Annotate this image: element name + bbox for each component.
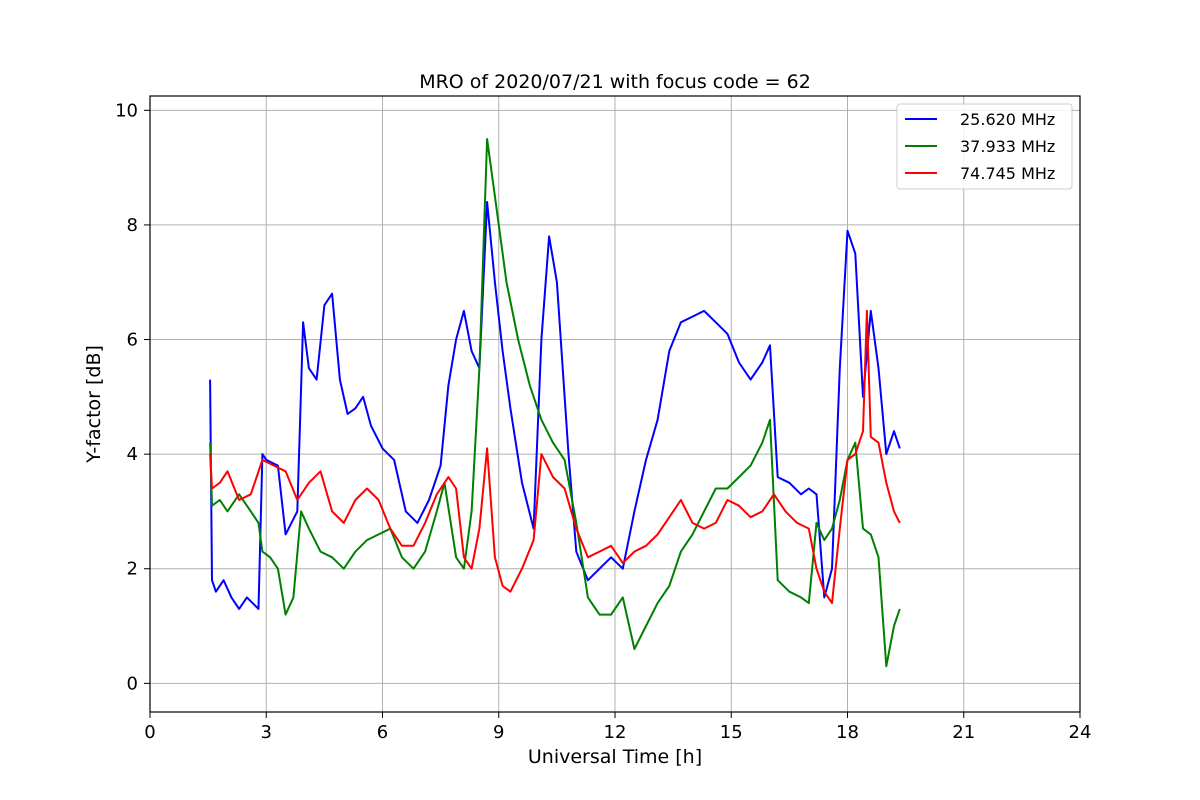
x-tick-label: 3: [261, 722, 272, 743]
x-tick-label: 0: [144, 722, 155, 743]
chart-figure: 0 3 6 9 12 15 18 21 24 0 2 4 6 8 10 MRO of 2020/07/21…: [0, 0, 1200, 800]
y-tick-label: 2: [127, 559, 138, 580]
legend: 25.620 MHz 37.933 MHz 74.745 MHz: [897, 104, 1072, 189]
legend-label-1: 25.620 MHz: [960, 110, 1055, 129]
x-tick-label: 15: [720, 722, 743, 743]
x-tick-label: 9: [493, 722, 504, 743]
x-tick-label: 6: [377, 722, 388, 743]
legend-label-2: 37.933 MHz: [960, 137, 1055, 156]
series-line-2: [210, 139, 900, 666]
y-tick-label: 4: [127, 444, 138, 465]
x-tick-label: 24: [1069, 722, 1092, 743]
x-axis-label: Universal Time [h]: [528, 746, 702, 768]
series-line-1: [210, 202, 900, 609]
legend-label-3: 74.745 MHz: [960, 164, 1055, 183]
x-tick-label: 12: [604, 722, 627, 743]
y-tick-label: 6: [127, 330, 138, 351]
x-tick-label: 21: [952, 722, 975, 743]
y-axis-ticks: 0 2 4 6 8 10: [115, 100, 150, 694]
y-tick-label: 10: [115, 100, 138, 121]
x-tick-label: 18: [836, 722, 859, 743]
y-tick-label: 8: [127, 215, 138, 236]
chart-title: MRO of 2020/07/21 with focus code = 62: [419, 71, 811, 93]
y-axis-label: Y-factor [dB]: [83, 345, 105, 464]
y-tick-label: 0: [127, 673, 138, 694]
line-chart: 0 3 6 9 12 15 18 21 24 0246810 MRO of 2020/07/21…: [0, 0, 1200, 800]
series-line-3: [210, 311, 900, 603]
series-layer: [210, 139, 900, 666]
x-axis-ticks: 0 3 6 9 12 15 18 21 24: [144, 712, 1091, 743]
